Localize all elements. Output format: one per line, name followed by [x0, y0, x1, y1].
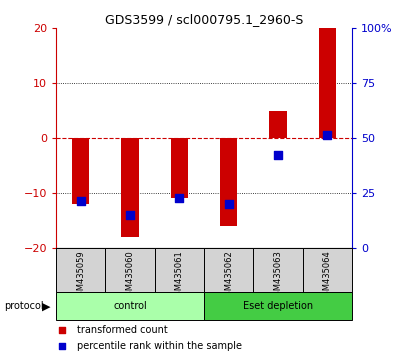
Bar: [121, 138, 139, 237]
Bar: [220, 138, 237, 226]
Point: [226, 201, 232, 207]
Point: [176, 195, 182, 201]
Text: GSM435064: GSM435064: [323, 250, 332, 301]
Bar: [105, 248, 155, 292]
Bar: [319, 28, 336, 138]
Text: GSM435063: GSM435063: [274, 250, 282, 301]
Bar: [253, 248, 303, 292]
Text: GSM435062: GSM435062: [224, 250, 233, 301]
Bar: [204, 292, 352, 320]
Text: GSM435061: GSM435061: [175, 250, 184, 301]
Text: protocol: protocol: [4, 301, 44, 311]
Text: control: control: [113, 301, 147, 311]
Bar: [303, 248, 352, 292]
Bar: [56, 292, 204, 320]
Text: Eset depletion: Eset depletion: [243, 301, 313, 311]
Text: transformed count: transformed count: [77, 325, 168, 335]
Text: ▶: ▶: [42, 301, 50, 311]
Text: GSM435059: GSM435059: [76, 250, 85, 301]
Text: GSM435060: GSM435060: [126, 250, 134, 301]
Bar: [204, 248, 253, 292]
Point: [324, 132, 330, 138]
Point: [127, 212, 133, 218]
Text: percentile rank within the sample: percentile rank within the sample: [77, 341, 242, 351]
Bar: [56, 248, 105, 292]
Bar: [72, 138, 89, 204]
Title: GDS3599 / scl000795.1_2960-S: GDS3599 / scl000795.1_2960-S: [105, 13, 303, 26]
Bar: [155, 248, 204, 292]
Point: [78, 198, 84, 204]
Point: [255, 118, 261, 124]
Bar: [171, 138, 188, 198]
Point: [255, 263, 261, 268]
Point: [275, 152, 281, 157]
Bar: [269, 110, 287, 138]
